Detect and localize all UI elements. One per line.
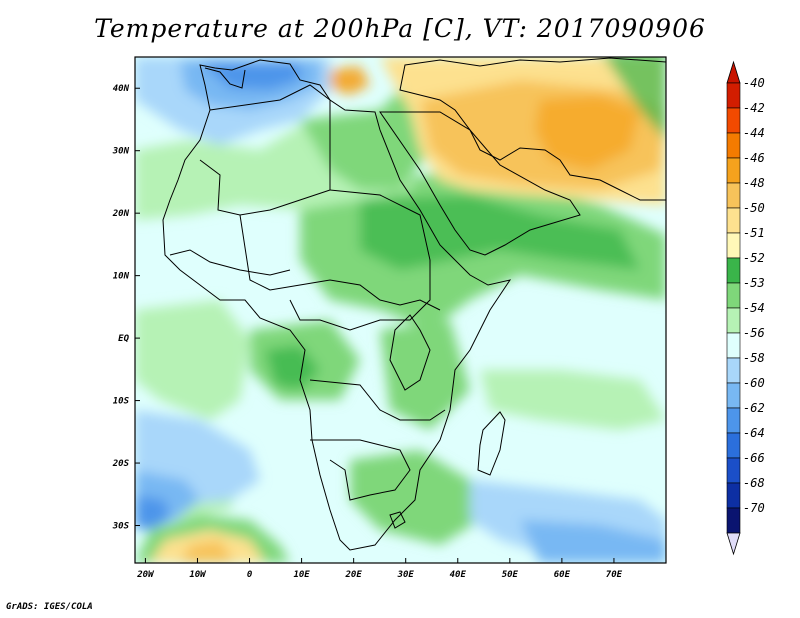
colorbar-label: -52: [743, 251, 765, 265]
plot-frame: [134, 56, 667, 564]
colorbar-swatch: [726, 257, 741, 284]
colorbar-swatch: [726, 82, 741, 109]
colorbar-label: -58: [743, 351, 765, 365]
axis-ticks: 20W 10W 0 10E 20E 30E 40E 50E 60E 70E 40N 30N 20N 10N…: [112, 84, 623, 580]
colorbar-bottom-arrow: [726, 532, 741, 556]
colorbar-swatch: [726, 182, 741, 209]
colorbar-label: -64: [743, 426, 765, 440]
lon-tick-label: 70E: [606, 570, 623, 580]
colorbar-swatch: [726, 107, 741, 134]
colorbar-swatch: [726, 307, 741, 334]
colorbar-swatch: [726, 457, 741, 484]
colorbar-swatch: [726, 357, 741, 384]
colorbar-label: -60: [743, 376, 765, 390]
colorbar-swatch: [726, 157, 741, 184]
colorbar-label: -54: [743, 301, 765, 315]
colorbar-swatch: [726, 232, 741, 259]
colorbar-label: -51: [743, 226, 765, 240]
lat-tick-label: 20N: [112, 209, 130, 219]
lon-tick-label: 50E: [502, 570, 519, 580]
lon-tick-label: 10E: [293, 570, 310, 580]
colorbar-top-arrow: [726, 60, 741, 84]
colorbar-swatch: [726, 332, 741, 359]
lat-tick-label: EQ: [118, 334, 129, 344]
lat-tick-label: 40N: [113, 84, 130, 94]
lon-tick-label: 20E: [345, 570, 363, 580]
colorbar-swatch: [726, 432, 741, 459]
lon-tick-label: 40E: [450, 570, 467, 580]
colorbar-label: -53: [743, 276, 765, 290]
colorbar-swatch: [726, 382, 741, 409]
colorbar-swatch: [726, 207, 741, 234]
lat-tick-label: 10S: [113, 397, 130, 407]
lon-tick-label: 0: [247, 570, 253, 580]
coastlines: [162, 57, 666, 551]
colorbar-label: -50: [743, 201, 765, 215]
colorbar-swatch: [726, 132, 741, 159]
lon-tick-label: 10W: [189, 570, 207, 580]
colorbar-label: -68: [743, 476, 765, 490]
lon-tick-label: 20W: [136, 570, 155, 580]
colorbar-label: -48: [743, 176, 765, 190]
colorbar: -40 -42 -44 -46 -48 -50 -51 -52 -53 -54 -56 -58 -60 -…: [726, 60, 765, 556]
lat-tick-label: 30S: [112, 522, 130, 532]
colorbar-swatch: [726, 282, 741, 309]
lat-tick-label: 20S: [112, 459, 130, 469]
map-title: Temperature at 200hPa [C], VT: 201709090…: [94, 14, 706, 43]
colorbar-label: -70: [743, 501, 765, 515]
colorbar-label: -40: [743, 76, 765, 90]
lat-tick-label: 30N: [112, 147, 130, 157]
colorbar-label: -42: [743, 101, 765, 115]
lat-tick-label: 10N: [113, 272, 130, 282]
colorbar-swatch: [726, 482, 741, 509]
temperature-field: [135, 57, 666, 563]
colorbar-label: -66: [743, 451, 765, 465]
lon-tick-label: 30E: [397, 570, 415, 580]
colorbar-swatch: [726, 407, 741, 434]
colorbar-label: -56: [743, 326, 765, 340]
footer-credit: GrADS: IGES/COLA: [6, 602, 93, 612]
colorbar-swatch: [726, 507, 741, 534]
colorbar-label: -62: [743, 401, 765, 415]
colorbar-label: -44: [743, 126, 765, 140]
colorbar-label: -46: [743, 151, 765, 165]
lon-tick-label: 60E: [554, 570, 571, 580]
